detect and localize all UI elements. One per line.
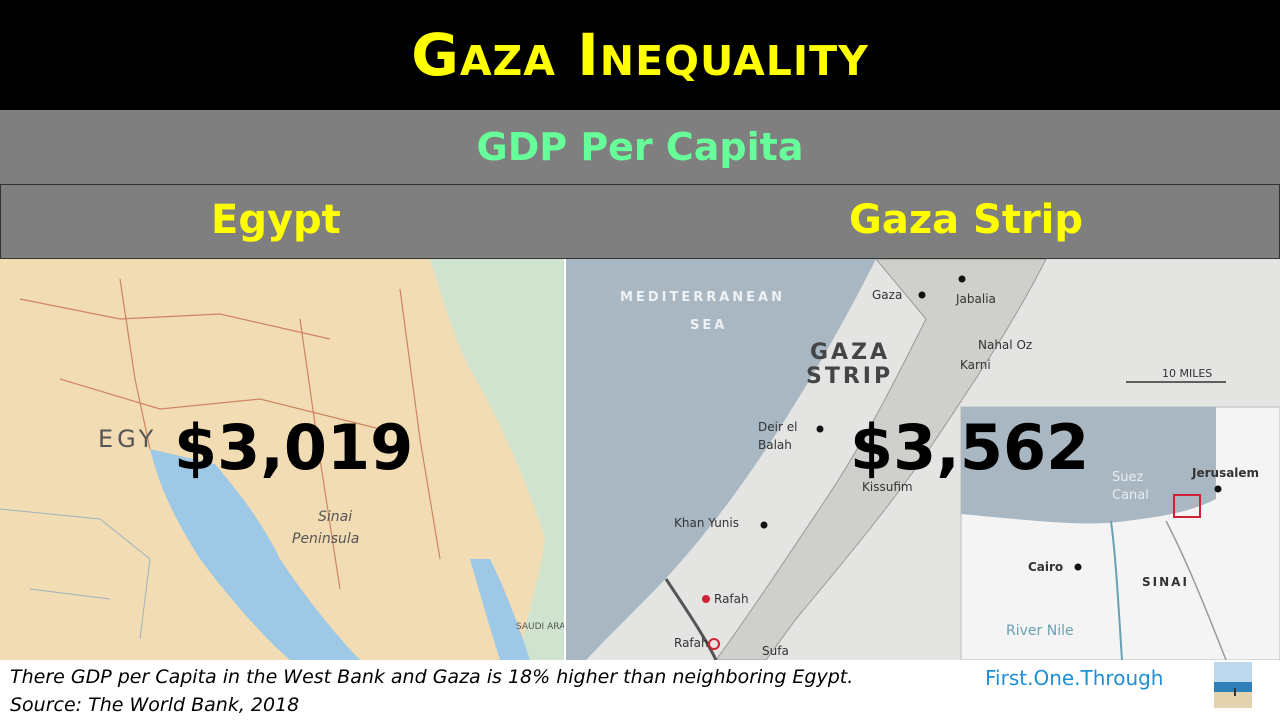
gaza-map-label-suez2: Canal <box>1112 488 1149 503</box>
gaza-map-label-gaza: Gaza <box>872 288 902 302</box>
column-header-gaza: Gaza Strip <box>849 197 1084 243</box>
column-header-bar: Egypt Gaza Strip <box>0 184 1280 259</box>
gaza-map-label-scale: 10 MILES <box>1162 367 1212 380</box>
footer-source: Source: The World Bank, 2018 <box>10 694 300 716</box>
gaza-map-label-sea1: MEDITERRANEAN <box>620 290 785 305</box>
footer-note: There GDP per Capita in the West Bank an… <box>10 666 854 688</box>
gaza-map-label-sinai: SINAI <box>1142 575 1189 589</box>
column-header-egypt: Egypt <box>211 197 341 243</box>
gaza-map-label-karni: Karni <box>960 358 991 372</box>
gaza-map-label-river: River Nile <box>1006 623 1074 639</box>
gaza-map-label-kissufim: Kissufim <box>862 480 913 494</box>
subtitle-bar: GDP Per Capita <box>0 110 1280 184</box>
page-title: Gaza Inequality <box>411 21 869 89</box>
gaza-map-label-strip1: GAZA <box>810 340 890 365</box>
gaza-map-label-strip2: STRIP <box>806 364 893 389</box>
gaza-gdp-value: $3,562 <box>850 411 1090 484</box>
gaza-map-label-jabalia: Jabalia <box>955 292 996 306</box>
egypt-map-label-country: EGY <box>98 425 157 453</box>
egypt-map-label-sinai: Sinai <box>318 509 352 525</box>
egypt-map-label-saudi: SAUDI ARABIA <box>516 622 564 632</box>
gaza-map-label-rafah2: Rafah <box>674 636 709 650</box>
title-bar: Gaza Inequality <box>0 0 1280 110</box>
beach-thumbnail-image <box>1214 662 1252 708</box>
gaza-map-label-rafah1: Rafah <box>714 592 749 606</box>
gaza-map-label-cairo: Cairo <box>1028 560 1063 574</box>
gaza-map-label-nahal-oz: Nahal Oz <box>978 338 1032 352</box>
gaza-map-label-sufa: Sufa <box>762 644 789 658</box>
egypt-gdp-value: $3,019 <box>174 411 414 484</box>
footer: There GDP per Capita in the West Bank an… <box>0 660 1280 720</box>
gaza-map-image: MEDITERRANEAN SEA GAZA STRIP Gaza Jabali… <box>566 259 1280 660</box>
egypt-map-image: EGY Sinai Peninsula SAUDI ARABIA <box>0 259 564 660</box>
gaza-map-label-jerusalem: Jerusalem <box>1191 466 1259 480</box>
gaza-map-label-khan-yunis: Khan Yunis <box>674 516 739 530</box>
gaza-map-label-suez1: Suez <box>1112 470 1143 485</box>
gaza-map-label-deir1: Deir el <box>758 420 797 434</box>
gaza-map-label-sea2: SEA <box>690 318 727 333</box>
brand-label: First.One.Through <box>985 666 1164 690</box>
egypt-map-label-peninsula: Peninsula <box>292 531 359 547</box>
page-subtitle: GDP Per Capita <box>476 125 804 169</box>
gaza-map-label-deir2: Balah <box>758 438 792 452</box>
maps-area: EGY Sinai Peninsula SAUDI ARABIA $3,019 … <box>0 259 1280 660</box>
